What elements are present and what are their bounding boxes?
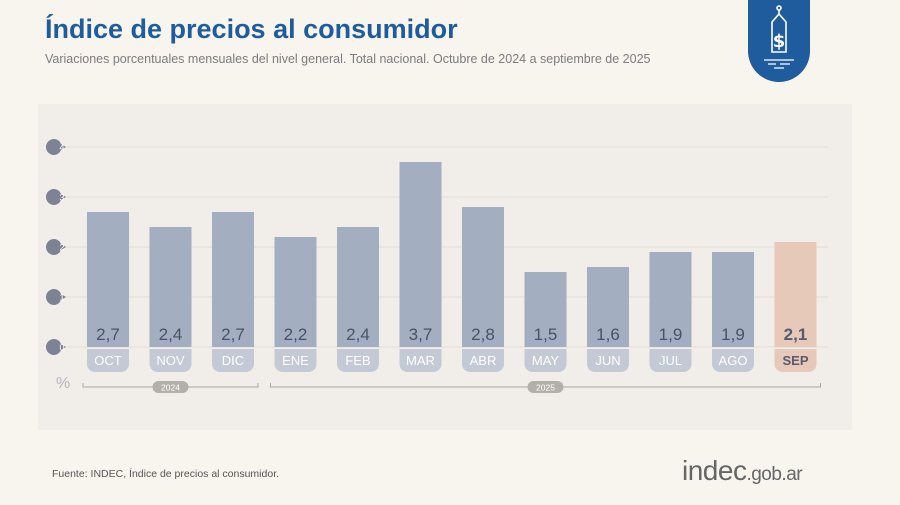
category-tab bbox=[87, 349, 129, 372]
category-label: SEP bbox=[782, 353, 808, 368]
y-tick-bubble bbox=[46, 339, 66, 355]
bar-jun bbox=[587, 267, 629, 347]
svg-text:$: $ bbox=[773, 31, 786, 52]
y-tick-label: 2 bbox=[59, 243, 64, 253]
data-label: 3,7 bbox=[409, 325, 433, 344]
bar-sep bbox=[774, 242, 817, 347]
year-pill bbox=[527, 381, 564, 393]
category-label: OCT bbox=[94, 353, 122, 368]
y-tick-bubble bbox=[46, 189, 66, 205]
indec-logo[interactable]: indec.gob.ar bbox=[682, 455, 803, 486]
bar-abr bbox=[462, 207, 504, 347]
category-tab bbox=[399, 349, 442, 372]
year-label: 2025 bbox=[536, 383, 555, 393]
data-label: 2,1 bbox=[784, 325, 808, 344]
category-label: NOV bbox=[156, 353, 185, 368]
category-label: FEB bbox=[345, 353, 370, 368]
bar-mar bbox=[399, 162, 442, 347]
bar-oct bbox=[87, 212, 129, 347]
y-tick-label: 0 bbox=[59, 343, 64, 353]
data-label: 1,6 bbox=[596, 325, 620, 344]
year-label: 2024 bbox=[161, 383, 180, 393]
category-label: MAR bbox=[406, 353, 435, 368]
bar-dic bbox=[212, 212, 254, 347]
price-tag-dollar-icon: $ bbox=[748, 0, 810, 82]
category-label: DIC bbox=[222, 353, 244, 368]
category-tab bbox=[774, 349, 817, 372]
category-tab bbox=[712, 349, 754, 372]
category-label: MAY bbox=[532, 353, 560, 368]
data-label: 2,4 bbox=[346, 325, 370, 344]
data-label: 2,4 bbox=[159, 325, 183, 344]
bar-feb bbox=[337, 227, 379, 347]
data-label: 2,7 bbox=[96, 325, 120, 344]
category-tab bbox=[337, 349, 379, 372]
data-label: 2,2 bbox=[284, 325, 308, 344]
data-label: 1,9 bbox=[721, 325, 745, 344]
data-label: 1,9 bbox=[659, 325, 683, 344]
category-label: ABR bbox=[470, 353, 497, 368]
category-tab bbox=[524, 349, 567, 372]
bar-nov bbox=[149, 227, 192, 347]
y-tick-bubble bbox=[46, 289, 66, 305]
source-note: Fuente: INDEC, Índice de precios al cons… bbox=[52, 468, 280, 480]
page-title: Índice de precios al consumidor bbox=[45, 14, 458, 44]
year-pill bbox=[152, 381, 189, 393]
page-subtitle: Variaciones porcentuales mensuales del n… bbox=[45, 52, 651, 66]
category-label: JUL bbox=[659, 353, 682, 368]
category-tab bbox=[149, 349, 192, 372]
category-tab bbox=[462, 349, 504, 372]
data-label: 1,5 bbox=[534, 325, 558, 344]
bar-jul bbox=[649, 252, 692, 347]
category-tab bbox=[649, 349, 692, 372]
bar-may bbox=[524, 272, 567, 347]
y-tick-bubble bbox=[46, 239, 66, 255]
data-label: 2,8 bbox=[471, 325, 495, 344]
bar-ago bbox=[712, 252, 754, 347]
data-label: 2,7 bbox=[221, 325, 245, 344]
y-tick-label: 3 bbox=[59, 193, 64, 203]
category-label: JUN bbox=[595, 353, 620, 368]
category-label: ENE bbox=[282, 353, 309, 368]
category-tab bbox=[587, 349, 629, 372]
bar-ene bbox=[274, 237, 317, 347]
category-tab bbox=[274, 349, 317, 372]
y-axis-unit: % bbox=[56, 375, 70, 392]
y-tick-label: 1 bbox=[59, 293, 64, 303]
category-tab bbox=[212, 349, 254, 372]
y-tick-bubble bbox=[46, 139, 66, 155]
category-label: AGO bbox=[719, 353, 748, 368]
y-tick-label: 4 bbox=[59, 143, 64, 153]
